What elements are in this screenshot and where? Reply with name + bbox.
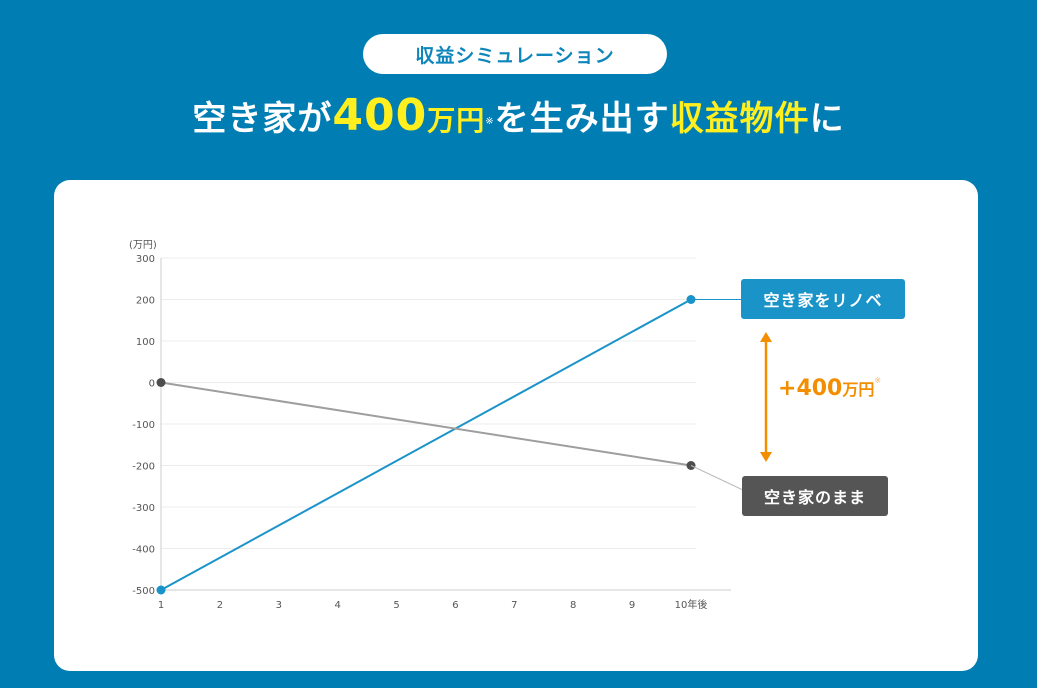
- y-unit-label: (万円): [129, 240, 157, 251]
- title-unit: 万円: [427, 104, 486, 137]
- x-tick-label: 2: [217, 600, 223, 611]
- series-line-asis: [160, 381, 692, 467]
- series-label-asis: 空き家のまま: [742, 475, 888, 516]
- title-highlight: 収益物件: [669, 99, 810, 139]
- series-label-renovate: 空き家をリノベ: [741, 278, 905, 319]
- connector-asis: [690, 465, 745, 491]
- x-tick-label: 8: [570, 600, 576, 611]
- x-tick-label: 10年後: [675, 598, 708, 611]
- y-tick-label: 300: [136, 254, 155, 265]
- x-tick-label: 4: [334, 600, 340, 611]
- title-part1: 空き家が: [192, 99, 333, 139]
- difference-unit: 万円: [842, 380, 875, 399]
- difference-prefix: +: [778, 376, 797, 401]
- difference-value: 400: [796, 376, 843, 401]
- y-tick-label: -200: [132, 462, 155, 473]
- y-tick-label: -400: [132, 545, 155, 556]
- page-title: 空き家が400万円※を生み出す収益物件に: [0, 88, 1037, 149]
- title-part2: を生み出す: [494, 99, 670, 139]
- title-note-mark: ※: [485, 116, 495, 127]
- difference-note-mark: ※: [874, 376, 882, 385]
- y-tick-label: 100: [136, 337, 155, 348]
- x-tick-label: 3: [276, 600, 282, 611]
- x-tick-label: 9: [629, 600, 635, 611]
- y-tick-label: 0: [149, 379, 155, 390]
- y-tick-label: 200: [136, 296, 155, 307]
- x-tick-label: 6: [452, 600, 458, 611]
- arrow-head-down: [760, 452, 772, 462]
- data-point-asis: [156, 378, 166, 387]
- x-tick-label: 7: [511, 600, 517, 611]
- chart-card: 300 200 100 0 -100 -200 -300 -400 -500 (万円) 1 2 3 4 5 6…: [54, 180, 978, 671]
- data-point-renovate: [156, 585, 166, 595]
- title-amount: 400: [332, 90, 428, 141]
- line-chart: 300 200 100 0 -100 -200 -300 -400 -500 (万円) 1 2 3 4 5 6…: [129, 240, 772, 611]
- title-part3: に: [809, 99, 845, 139]
- x-tick-label: 1: [158, 600, 164, 611]
- series-line-renovate: [160, 298, 692, 591]
- y-tick-label: -500: [132, 586, 155, 597]
- difference-label: +400万円※: [778, 376, 881, 401]
- y-tick-label: -300: [132, 503, 155, 514]
- simulation-badge: 収益シミュレーション: [363, 34, 667, 74]
- x-tick-label: 5: [393, 600, 399, 611]
- y-tick-label: -100: [132, 420, 155, 431]
- arrow-head-up: [760, 332, 772, 342]
